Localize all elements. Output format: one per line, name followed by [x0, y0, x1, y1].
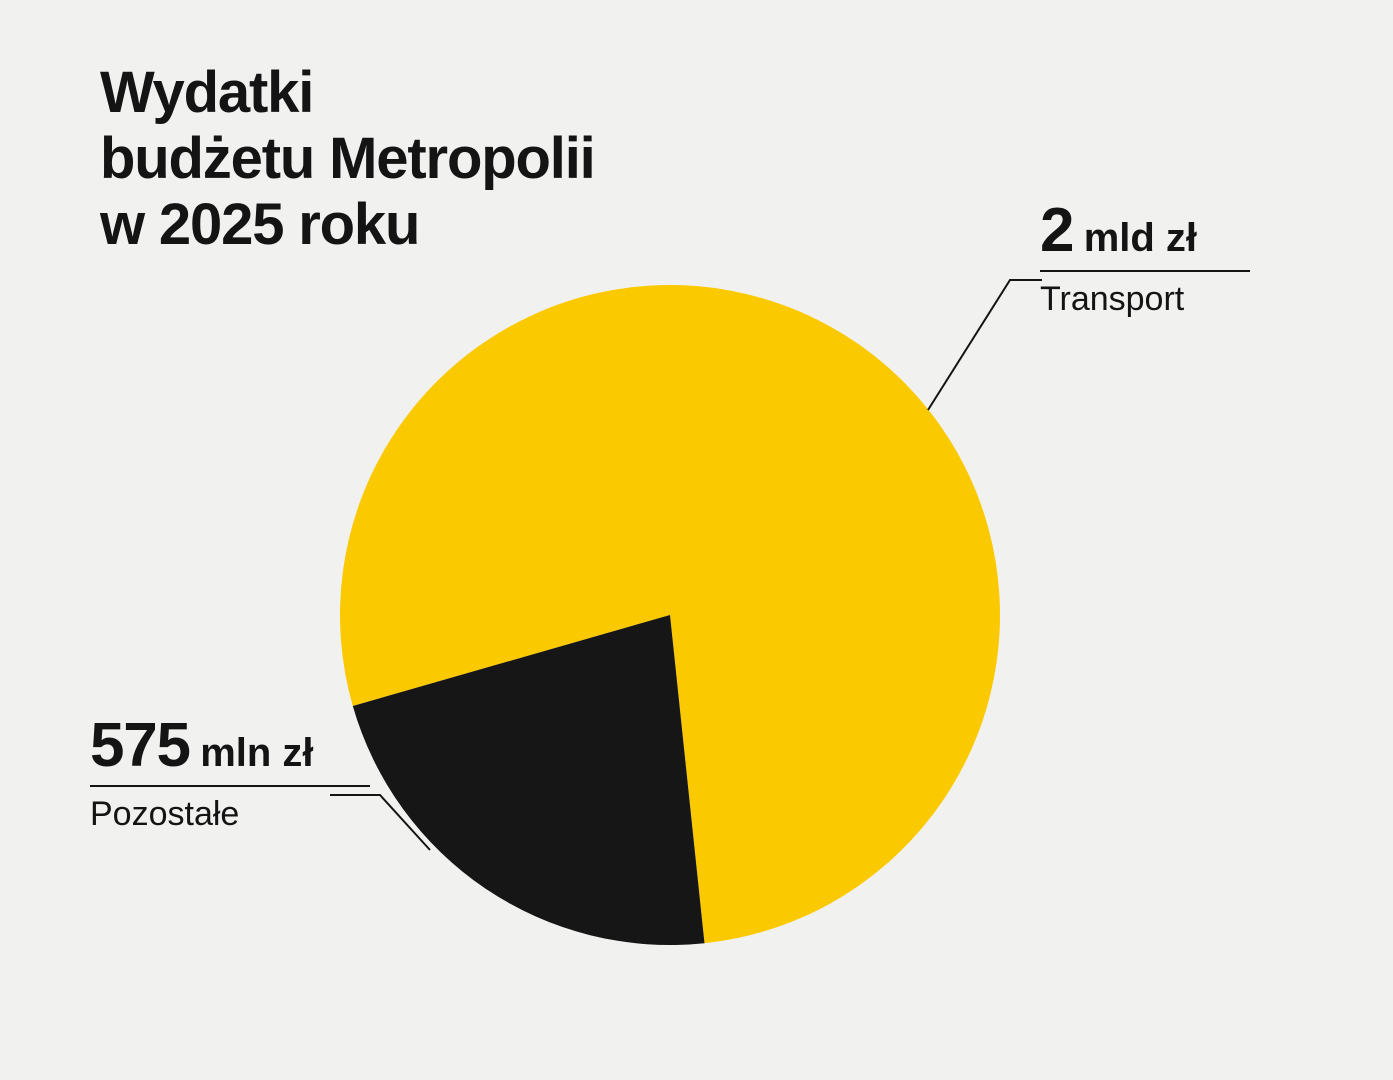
callout-pozostale-rule	[90, 785, 370, 787]
callout-transport-rule	[1040, 270, 1250, 272]
callout-pozostale-big: 575	[90, 711, 190, 780]
chart-title: Wydatkibudżetu Metropoliiw 2025 roku	[100, 60, 595, 258]
callout-transport: 2 mld zł Transport	[1040, 195, 1250, 319]
callout-transport-big: 2	[1040, 196, 1073, 265]
leader-line-transport	[928, 280, 1042, 410]
callout-transport-value: 2 mld zł	[1040, 195, 1250, 266]
callout-pozostale: 575 mln zł Pozostałe	[90, 710, 370, 834]
callout-transport-unit: mld zł	[1084, 216, 1197, 260]
chart-title-line: w 2025 roku	[100, 192, 595, 258]
callout-pozostale-value: 575 mln zł	[90, 710, 370, 781]
chart-canvas: Wydatkibudżetu Metropoliiw 2025 roku 2 m…	[0, 0, 1393, 1080]
callout-pozostale-label: Pozostałe	[90, 795, 370, 834]
chart-title-line: Wydatki	[100, 60, 595, 126]
callout-pozostale-unit: mln zł	[200, 731, 313, 775]
chart-title-line: budżetu Metropolii	[100, 126, 595, 192]
callout-transport-label: Transport	[1040, 280, 1250, 319]
